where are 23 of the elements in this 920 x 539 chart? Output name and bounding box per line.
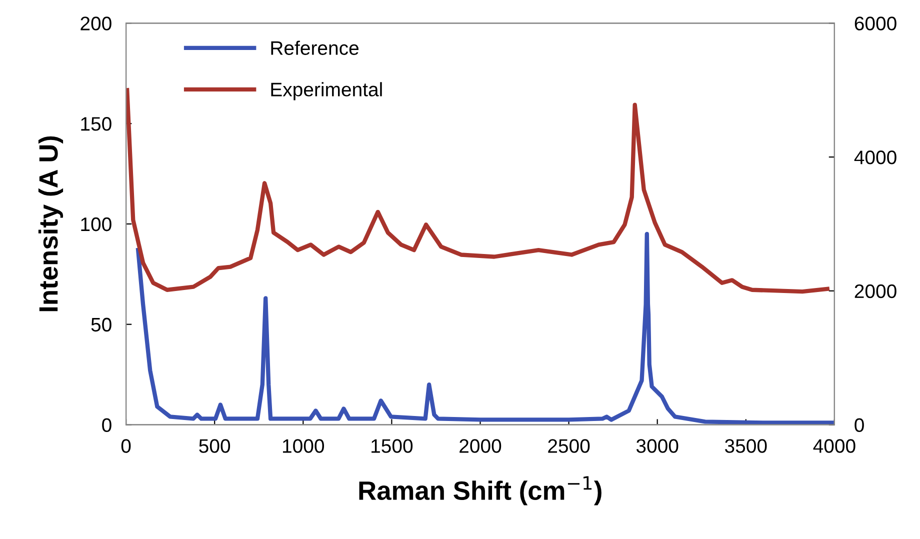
y2-tick-label: 4000 [854,150,896,164]
x-tick-label: 3000 [636,439,678,453]
y2-tick-label: 2000 [854,284,896,298]
x-tick-label: 1500 [372,439,413,453]
x-tick-label: 4000 [813,439,856,453]
x-tick-label: 1000 [282,439,324,453]
y-tick-label: 150 [81,117,112,131]
line-series [136,232,834,425]
legend-label: Reference [271,40,359,55]
x-tick-label: 2500 [548,439,590,453]
x-axis-title: Raman Shift (cm$^{−1}$) [359,476,602,506]
y-tick-label: 100 [81,217,112,232]
y2-tick-label: 6000 [854,16,896,30]
legend-label: Experimental [271,82,382,100]
x-tick-label: 3500 [725,439,767,453]
x-tick-label: 2000 [460,439,502,453]
y-tick-label: 50 [91,318,112,332]
y-tick-label: 0 [102,418,112,432]
x-tick-label: 500 [199,439,230,453]
x-tick-label: 0 [121,439,131,453]
y-axis-title: Intensity (A U) [38,136,64,312]
y-tick-label: 200 [80,16,112,30]
y2-tick-label: 0 [854,418,864,432]
